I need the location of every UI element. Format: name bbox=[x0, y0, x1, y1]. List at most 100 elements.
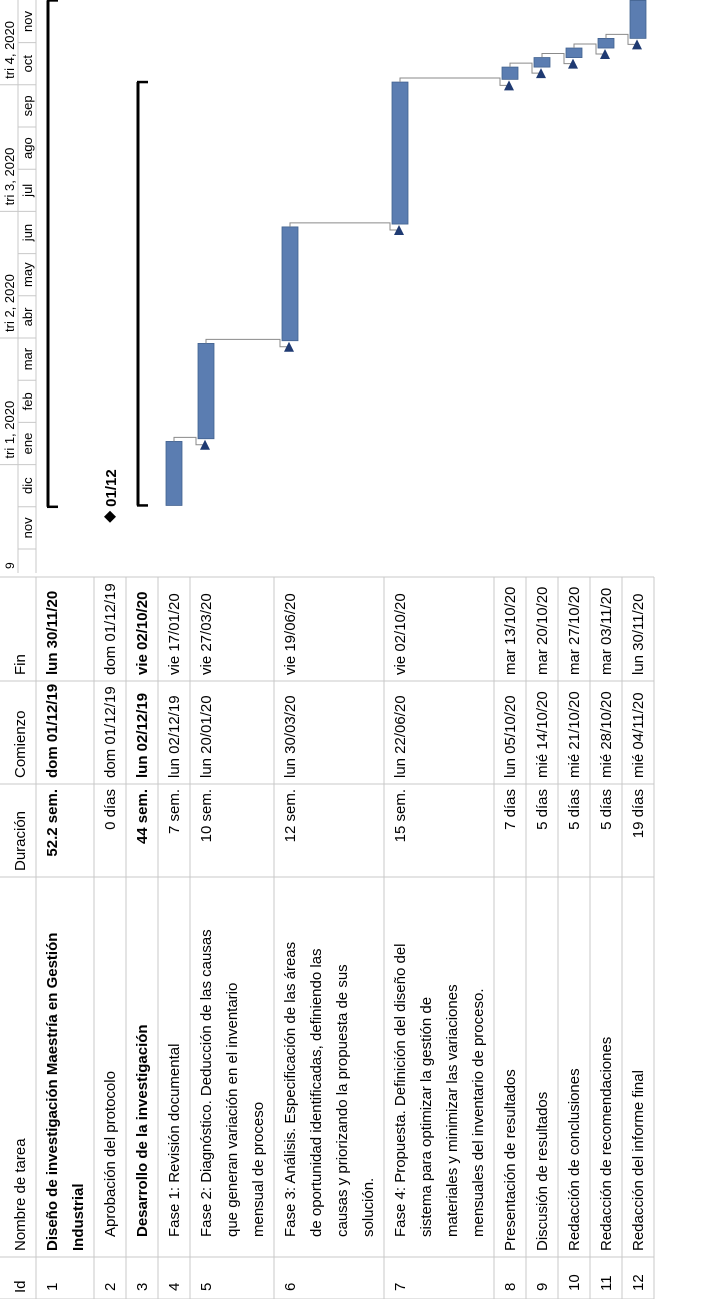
cell-start: lun 05/10/20 bbox=[502, 695, 519, 778]
task-bar[interactable] bbox=[597, 38, 615, 49]
task-bar[interactable] bbox=[197, 343, 215, 440]
table-row[interactable]: 12 Redacción del informe final 19 días mié … bbox=[630, 594, 647, 1291]
cell-duration: 5 días bbox=[566, 789, 583, 830]
header-end: Fin bbox=[12, 654, 29, 675]
task-bar[interactable] bbox=[629, 0, 647, 39]
table-row[interactable]: 7 Fase 4: Propuesta. Definición del diseñ… bbox=[392, 593, 487, 1291]
summary-bar[interactable] bbox=[136, 80, 148, 507]
timescale: 9 tri 1, 2020 tri 2, 2020 tri 3, 2020 tri 4,… bbox=[0, 0, 37, 573]
cell-task-name: Fase 4: Propuesta. Definición del diseño… bbox=[392, 943, 409, 1237]
task-bar[interactable] bbox=[281, 226, 299, 342]
cell-id: 2 bbox=[102, 1283, 119, 1291]
cell-start: mié 21/10/20 bbox=[566, 691, 583, 778]
cell-end: lun 30/11/20 bbox=[44, 591, 61, 675]
month-label: jun bbox=[20, 224, 35, 242]
table-row[interactable]: 8 Presentación de resultados 7 días lun 05/… bbox=[502, 587, 519, 1291]
month-label: jul bbox=[20, 184, 35, 198]
dependency-link bbox=[573, 43, 610, 60]
task-bar[interactable] bbox=[501, 66, 519, 80]
table-row[interactable]: 1 Diseño de investigación Maestría en Ges… bbox=[44, 591, 87, 1291]
month-label: abr bbox=[20, 307, 35, 326]
table-row[interactable]: 10 Redacción de conclusiones 5 días mié 21/… bbox=[566, 587, 583, 1291]
arrow-icon bbox=[200, 439, 210, 450]
cell-duration: 19 días bbox=[630, 789, 647, 838]
summary-bar[interactable] bbox=[46, 0, 58, 509]
cell-task-name: materiales y minimizar las variaciones bbox=[444, 984, 461, 1237]
milestone[interactable]: 01/12 bbox=[103, 469, 120, 523]
cell-id: 5 bbox=[198, 1283, 215, 1291]
cell-task-name: Aprobación del protocolo bbox=[102, 1071, 119, 1237]
cell-duration: 15 sem. bbox=[392, 789, 409, 842]
cell-id: 3 bbox=[134, 1283, 151, 1291]
cell-task-name: sistema para optimizar la gestión de bbox=[418, 997, 435, 1237]
cell-id: 1 bbox=[44, 1283, 61, 1291]
table-grid bbox=[0, 576, 655, 1299]
cell-id: 4 bbox=[166, 1283, 183, 1291]
cell-end: mar 20/10/20 bbox=[534, 587, 551, 675]
cell-id: 11 bbox=[598, 1275, 615, 1291]
dependency-link bbox=[399, 77, 514, 91]
cell-start: mié 04/11/20 bbox=[630, 692, 647, 778]
cell-task-name: que generan variación en el inventario bbox=[224, 983, 241, 1237]
cell-task-name: Discusión de resultados bbox=[534, 1092, 551, 1251]
table-header: Id Nombre de tarea Duración Comienzo Fin bbox=[12, 654, 29, 1293]
table-row[interactable]: 4 Fase 1: Revisión documental 7 sem. lun 02… bbox=[166, 593, 183, 1291]
table-row[interactable]: 3 Desarrollo de la investigación 44 sem. lu… bbox=[134, 592, 151, 1291]
cell-task-name: de oportunidad identificadas, definiendo… bbox=[308, 948, 325, 1237]
cell-task-name: Industrial bbox=[70, 1183, 87, 1251]
table-row[interactable]: 5 Fase 2: Diagnóstico. Deducción de las c… bbox=[198, 593, 267, 1291]
gantt-bars: 01/12 bbox=[46, 0, 647, 523]
table-row[interactable]: 11 Redacción de recomendaciones 5 días mié … bbox=[598, 588, 615, 1291]
month-label: ene bbox=[20, 433, 35, 455]
cell-end: mar 13/10/20 bbox=[502, 587, 519, 675]
arrow-icon bbox=[394, 225, 404, 236]
cell-task-name: Desarrollo de la investigación bbox=[134, 1024, 151, 1237]
cell-task-name: mensuales del inventario de proceso. bbox=[470, 989, 487, 1237]
task-bar[interactable] bbox=[165, 441, 183, 506]
quarter-label: tri 1, 2020 bbox=[2, 401, 17, 459]
cell-start: mié 14/10/20 bbox=[534, 691, 551, 778]
cell-end: vie 02/10/20 bbox=[392, 593, 409, 675]
cell-task-name: Redacción de recomendaciones bbox=[598, 1037, 615, 1251]
arrow-icon bbox=[600, 49, 610, 60]
task-bar[interactable] bbox=[565, 47, 583, 58]
cell-id: 9 bbox=[534, 1283, 551, 1291]
cell-duration: 12 sem. bbox=[282, 789, 299, 842]
table-row[interactable]: 2 Aprobación del protocolo 0 días dom 01/12… bbox=[102, 583, 119, 1291]
cell-duration: 44 sem. bbox=[134, 789, 151, 844]
dependency-link bbox=[509, 62, 546, 79]
cell-task-name: Redacción de conclusiones bbox=[566, 1068, 583, 1251]
milestone-label: 01/12 bbox=[103, 469, 120, 507]
cell-id: 6 bbox=[282, 1283, 299, 1291]
cell-start: dom 01/12/19 bbox=[102, 686, 119, 778]
month-label: sep bbox=[20, 95, 35, 116]
arrow-icon bbox=[632, 39, 642, 50]
task-bar[interactable] bbox=[391, 81, 409, 225]
arrow-icon bbox=[536, 68, 546, 79]
cell-end: dom 01/12/19 bbox=[102, 583, 119, 675]
month-label: feb bbox=[20, 392, 35, 410]
cell-start: lun 30/03/20 bbox=[282, 695, 299, 778]
cell-start: lun 22/06/20 bbox=[392, 695, 409, 778]
arrow-icon bbox=[504, 80, 514, 91]
task-bar[interactable] bbox=[533, 57, 551, 68]
cell-task-name: Diseño de investigación Maestría en Gest… bbox=[44, 933, 61, 1251]
arrow-icon bbox=[568, 58, 578, 69]
cell-duration: 7 sem. bbox=[166, 789, 183, 834]
cell-task-name: Presentación de resultados bbox=[502, 1069, 519, 1251]
header-task-name: Nombre de tarea bbox=[12, 1138, 29, 1251]
cell-id: 10 bbox=[566, 1274, 583, 1291]
month-label: dic bbox=[20, 477, 35, 494]
cell-duration: 0 días bbox=[102, 789, 119, 830]
cell-end: vie 19/06/20 bbox=[282, 593, 299, 675]
cell-task-name: Fase 3: Análisis. Especificación de las … bbox=[282, 942, 299, 1237]
arrow-icon bbox=[284, 341, 294, 352]
header-start: Comienzo bbox=[12, 710, 29, 778]
dependency-links bbox=[173, 33, 642, 450]
table-row[interactable]: 6 Fase 3: Análisis. Especificación de las… bbox=[282, 593, 377, 1291]
table-row[interactable]: 9 Discusión de resultados 5 días mié 14/10/… bbox=[534, 587, 551, 1291]
cell-start: lun 02/12/19 bbox=[166, 695, 183, 778]
quarter-label: tri 2, 2020 bbox=[2, 274, 17, 332]
cell-end: lun 30/11/20 bbox=[630, 594, 647, 675]
